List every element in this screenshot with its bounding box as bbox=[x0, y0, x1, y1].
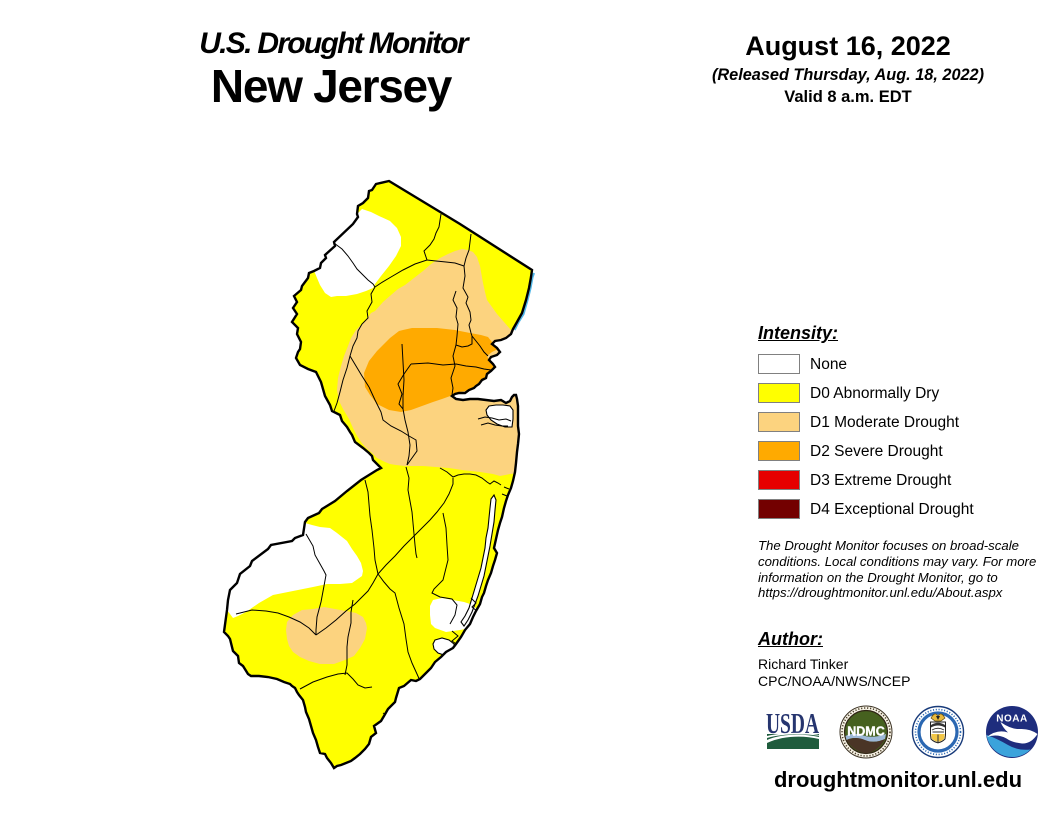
svg-text:NOAA: NOAA bbox=[996, 714, 1027, 725]
svg-text:NDMC: NDMC bbox=[847, 725, 885, 739]
